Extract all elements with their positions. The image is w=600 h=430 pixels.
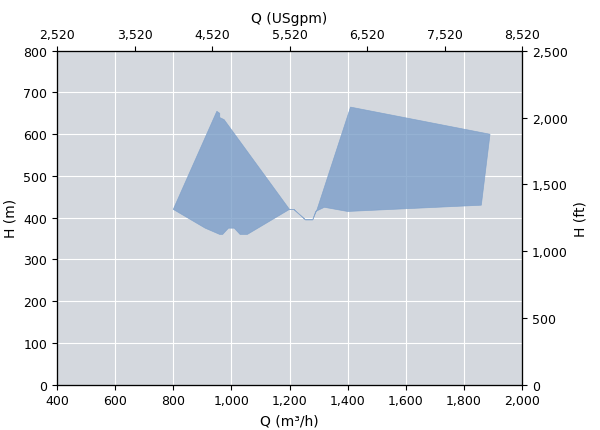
X-axis label: Q (m³/h): Q (m³/h) — [260, 413, 319, 427]
Y-axis label: H (m): H (m) — [4, 199, 18, 238]
Y-axis label: H (ft): H (ft) — [573, 200, 587, 236]
Polygon shape — [173, 108, 490, 235]
X-axis label: Q (USgpm): Q (USgpm) — [251, 12, 328, 26]
